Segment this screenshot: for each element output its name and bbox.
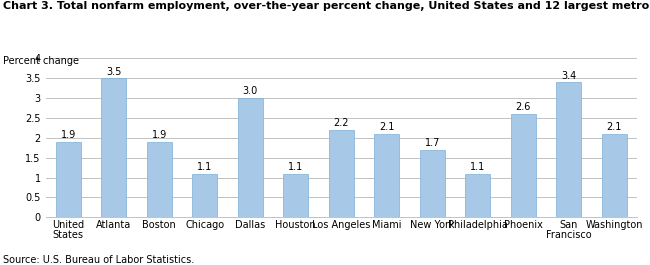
Text: 2.1: 2.1 xyxy=(379,122,395,132)
Text: 2.2: 2.2 xyxy=(333,118,349,128)
Bar xyxy=(192,174,217,217)
Bar xyxy=(56,142,81,217)
Text: 3.0: 3.0 xyxy=(242,86,258,96)
Text: 1.1: 1.1 xyxy=(470,162,486,172)
Text: 1.1: 1.1 xyxy=(197,162,213,172)
Text: 2.6: 2.6 xyxy=(515,102,531,112)
Text: 1.9: 1.9 xyxy=(151,130,167,140)
Text: Percent change: Percent change xyxy=(3,56,79,66)
Text: 3.5: 3.5 xyxy=(106,67,122,77)
Text: 1.9: 1.9 xyxy=(60,130,76,140)
Text: Chart 3. Total nonfarm employment, over-the-year percent change, United States a: Chart 3. Total nonfarm employment, over-… xyxy=(3,1,650,11)
Bar xyxy=(329,130,354,217)
Bar xyxy=(238,98,263,217)
Text: Source: U.S. Bureau of Labor Statistics.: Source: U.S. Bureau of Labor Statistics. xyxy=(3,255,194,265)
Text: 1.7: 1.7 xyxy=(424,138,440,148)
Bar xyxy=(602,134,627,217)
Text: 2.1: 2.1 xyxy=(606,122,622,132)
Bar xyxy=(511,114,536,217)
Text: 3.4: 3.4 xyxy=(561,70,577,81)
Bar xyxy=(420,150,445,217)
Bar xyxy=(465,174,490,217)
Bar xyxy=(283,174,308,217)
Bar xyxy=(147,142,172,217)
Bar xyxy=(101,78,126,217)
Bar xyxy=(556,82,581,217)
Bar xyxy=(374,134,399,217)
Text: 1.1: 1.1 xyxy=(288,162,304,172)
